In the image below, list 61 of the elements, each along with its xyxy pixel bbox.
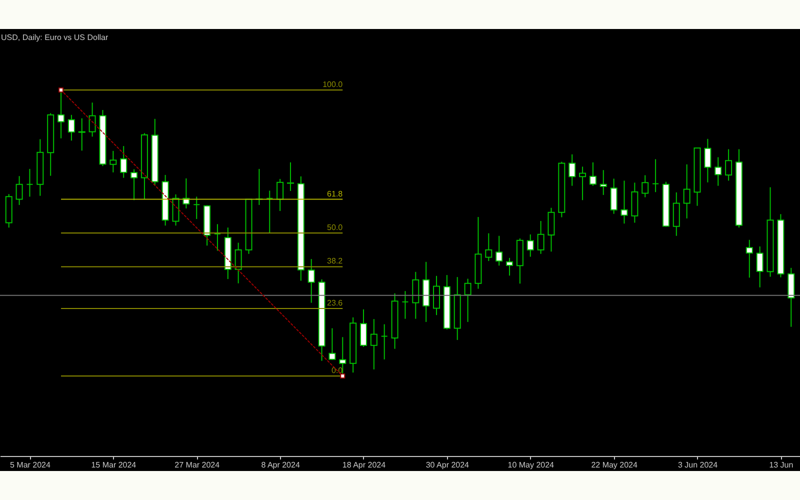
candlestick: [610, 178, 618, 214]
candlestick: [276, 178, 284, 212]
candlestick: [652, 158, 660, 193]
candlestick: [496, 235, 503, 266]
ref-line-label: 100.0: [322, 80, 344, 89]
ref-line-label: 61.8: [327, 189, 344, 198]
candlestick: [464, 278, 472, 322]
candlestick: [642, 174, 649, 198]
candlestick: [412, 271, 420, 320]
ref-line-label: 50.0: [327, 223, 344, 232]
x-tick-label: 22 May 2024: [591, 460, 638, 470]
x-tick-label: 15 Mar 2024: [91, 460, 137, 470]
chart-title: USD, Daily: Euro vs US Dollar: [1, 33, 108, 42]
candlestick: [120, 146, 128, 178]
candlestick: [704, 138, 712, 183]
x-tick-label: 8 Apr 2024: [261, 460, 300, 470]
candlestick: [579, 166, 586, 201]
candlestick: [370, 318, 378, 370]
candlestick: [234, 242, 242, 284]
candlestick: [88, 102, 96, 138]
candlestick: [620, 180, 628, 224]
candlestick: [16, 176, 23, 206]
candlestick: [68, 114, 75, 142]
candlestick: [130, 168, 138, 201]
candlestick: [537, 220, 544, 254]
x-tick-label: 18 Apr 2024: [342, 460, 386, 470]
x-tick-label: 10 May 2024: [508, 460, 555, 470]
candlestick: [589, 162, 596, 186]
candlestick: [26, 168, 34, 198]
candlestick: [548, 207, 555, 252]
candlestick: [360, 308, 367, 348]
candlestick: [193, 196, 200, 220]
candlestick: [526, 234, 534, 258]
ref-line-label: 23.6: [327, 298, 344, 308]
candlestick: [110, 150, 117, 173]
candlestick: [485, 232, 492, 262]
candlestick: [600, 170, 607, 196]
candlestick: [746, 239, 753, 278]
candlestick: [672, 192, 680, 236]
candlestick: [172, 194, 180, 226]
candlestick: [214, 224, 221, 252]
candlestick: [308, 258, 315, 304]
ref-line-label: 38.2: [327, 256, 344, 266]
candlestick: [266, 190, 274, 234]
x-tick-label: 30 Apr 2024: [426, 460, 470, 470]
candlestick: [402, 290, 409, 320]
x-tick-label: 5 Mar 2024: [10, 460, 52, 470]
candlestick: [380, 324, 388, 360]
candlestick: [683, 164, 690, 219]
x-tick-label: 3 Jun 2024: [678, 460, 718, 470]
candlestick: [506, 257, 514, 276]
candlestick: [568, 154, 576, 186]
candlestick: [433, 275, 440, 316]
candlestick: [714, 156, 722, 186]
candlestick: [58, 90, 65, 139]
candlestick: [725, 148, 732, 182]
candlestick: [756, 246, 764, 288]
candlestick: [328, 328, 336, 360]
candlestick: [78, 118, 86, 152]
x-tick-label: 13 Jun: [769, 460, 794, 470]
x-tick-label: 27 Mar 2024: [174, 460, 220, 470]
